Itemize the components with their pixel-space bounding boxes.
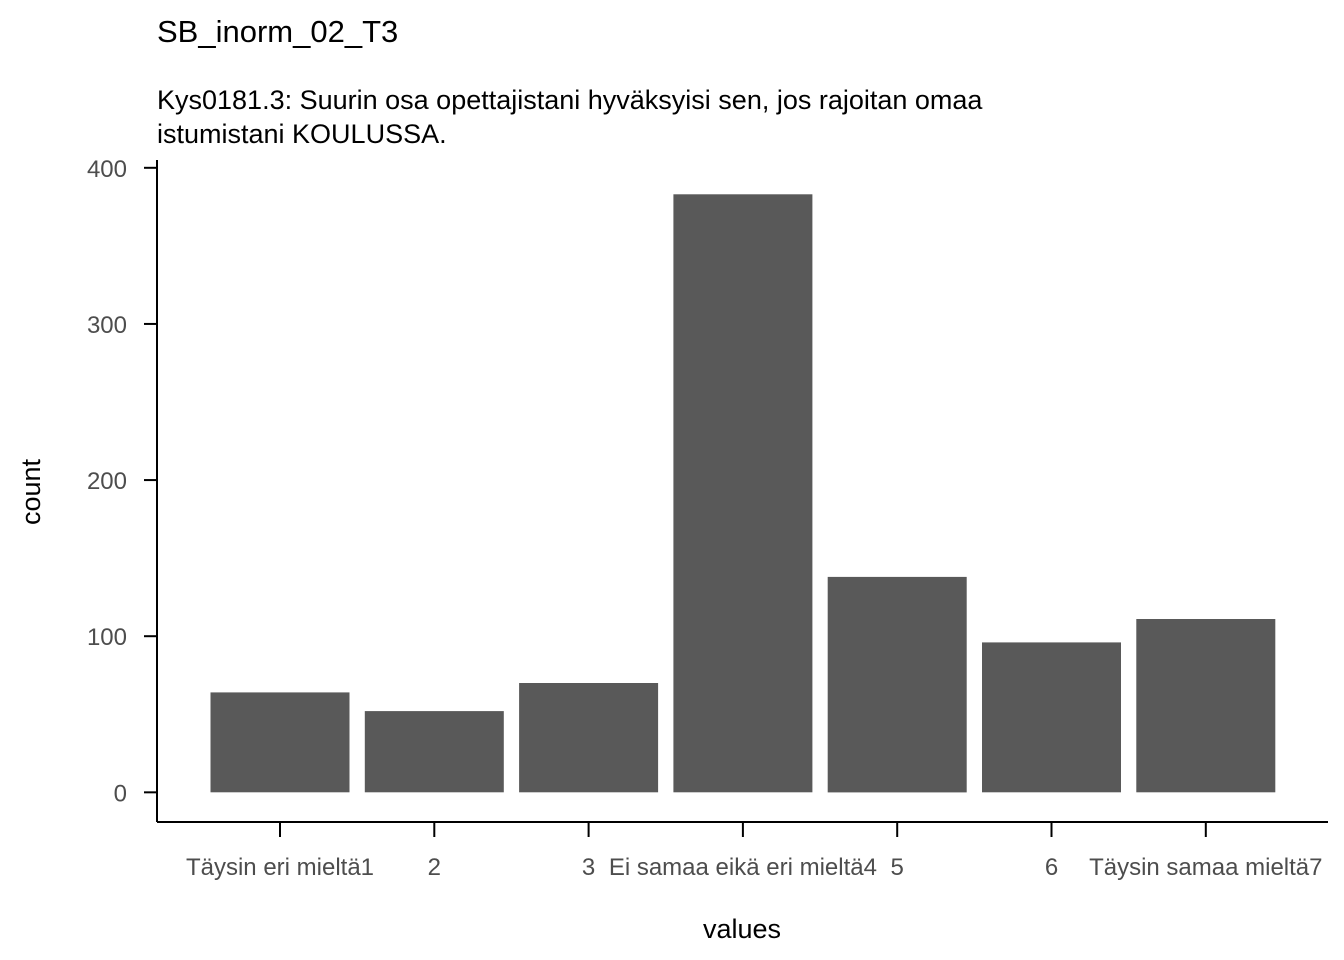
- bar-5: [827, 576, 967, 793]
- bars-group: [210, 194, 1276, 793]
- chart-subtitle-line-2: istumistani KOULUSSA.: [157, 119, 447, 149]
- bar-4: [673, 194, 813, 793]
- x-tick-label: Ei samaa eikä eri mieltä4: [609, 854, 877, 881]
- y-axis-label: count: [16, 458, 46, 525]
- x-axis-label: values: [703, 914, 781, 944]
- x-tick-label: 6: [1045, 854, 1058, 881]
- x-tick-label: 3: [582, 854, 595, 881]
- y-tick-label: 200: [87, 468, 127, 495]
- bar-7: [1136, 619, 1276, 793]
- y-tick-label: 0: [114, 780, 127, 807]
- y-ticks-group: 0 100 200 300 400: [87, 156, 157, 807]
- bar-6: [982, 642, 1121, 793]
- x-tick-label: Täysin samaa mieltä7: [1089, 854, 1322, 881]
- x-tick-label: Täysin eri mieltä1: [186, 854, 374, 881]
- y-tick-label: 400: [87, 156, 127, 183]
- chart-title: SB_inorm_02_T3: [157, 14, 398, 49]
- bar-1: [210, 692, 350, 793]
- y-tick-label: 300: [87, 312, 127, 339]
- bar-3: [519, 683, 659, 793]
- x-tick-label: 5: [891, 854, 904, 881]
- chart-subtitle-line-1: Kys0181.3: Suurin osa opettajistani hyvä…: [157, 85, 983, 115]
- bar-2: [364, 711, 504, 793]
- x-ticks-group: Täysin eri mieltä1 2 3 Ei samaa eikä eri mi…: [186, 822, 1323, 881]
- x-tick-label: 2: [428, 854, 441, 881]
- y-tick-label: 100: [87, 624, 127, 651]
